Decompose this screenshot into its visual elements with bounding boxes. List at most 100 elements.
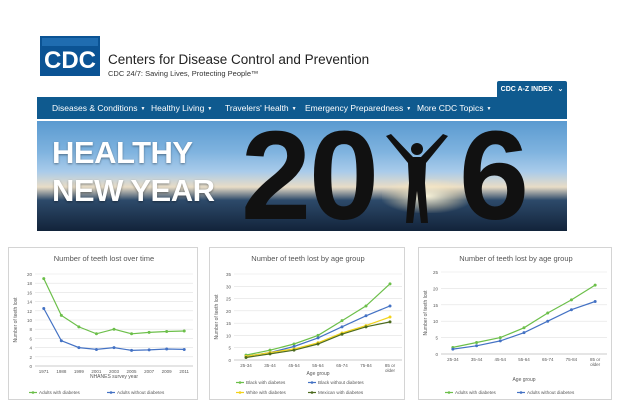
data-point (94, 332, 98, 336)
caret-down-icon: ▼ (486, 105, 492, 112)
x-tick-label: 45-54 (495, 357, 507, 362)
legend-label: White with diabetes (246, 390, 287, 395)
legend-label: Adults with diabetes (39, 390, 81, 395)
person-silhouette-icon (386, 134, 448, 223)
nav-item-healthy-living[interactable]: Healthy Living ▼ (151, 97, 212, 119)
data-point (130, 348, 134, 352)
data-point (546, 311, 550, 315)
data-point (94, 347, 98, 351)
y-tick-label: 18 (27, 281, 33, 286)
legend-marker (447, 391, 451, 394)
data-point (388, 304, 392, 308)
y-tick-label: 12 (27, 309, 33, 314)
nav-item-diseases[interactable]: Diseases & Conditions ▼ (52, 97, 145, 119)
y-axis-label: Number of teeth lost (423, 290, 429, 336)
x-tick-label: 1988 (56, 369, 67, 374)
data-point (522, 326, 526, 330)
chart-title: Number of teeth lost by age group (459, 254, 572, 263)
legend-marker (310, 381, 314, 384)
chart-title: Number of teeth lost over time (54, 254, 154, 263)
y-tick-label: 0 (29, 364, 32, 369)
x-tick-label: 85 or older (385, 363, 396, 373)
data-point (165, 347, 169, 351)
y-tick-label: 14 (27, 300, 33, 305)
x-tick-label: 2011 (179, 369, 189, 374)
data-point (316, 333, 320, 337)
data-point (388, 282, 392, 286)
x-tick-label: 45-54 (288, 363, 300, 368)
chart-teeth-over-time-svg: Number of teeth lost over time 0 2 4 6 8 10 12 1… (13, 254, 193, 395)
nav-item-label: Travelers' Health (225, 103, 289, 113)
y-tick-label: 8 (29, 327, 32, 332)
x-tick-label: 2007 (144, 369, 155, 374)
data-point (59, 339, 63, 343)
data-point (498, 336, 502, 340)
data-point (147, 330, 151, 334)
y-tick-label: 20 (433, 286, 439, 291)
y-tick-label: 25 (226, 297, 232, 302)
nav-item-label: Diseases & Conditions (52, 103, 138, 113)
data-point (388, 315, 392, 319)
data-point (498, 339, 502, 343)
series-line (452, 284, 596, 348)
data-point (316, 336, 320, 340)
cdc-logo-graphic: CDC (42, 38, 98, 74)
data-point (569, 298, 573, 302)
banner-digit-2: 2 (241, 121, 311, 231)
x-tick-label: 1971 (39, 369, 50, 374)
series-line (245, 321, 391, 359)
x-tick-label: 2001 (91, 369, 102, 374)
data-point (77, 325, 81, 329)
legend-marker (31, 391, 35, 394)
hero-banner[interactable]: HEALTHY NEW YEAR 2 0 6 (37, 121, 567, 231)
data-point (292, 342, 296, 346)
legend-marker (109, 391, 113, 394)
data-point (546, 319, 550, 323)
data-point (364, 325, 368, 329)
data-point (244, 356, 248, 360)
x-tick-label: 25-34 (447, 357, 459, 362)
x-tick-label: 65-74 (336, 363, 348, 368)
data-point (475, 344, 479, 348)
x-tick-label: 75-84 (566, 357, 578, 362)
x-tick-label: 2003 (109, 369, 120, 374)
y-tick-label: 25 (433, 270, 439, 275)
banner-digit-6: 6 (459, 121, 529, 231)
logo-text: CDC (44, 47, 96, 74)
chart-teeth-over-time: Number of teeth lost over time 0 2 4 6 8 10 12 1… (8, 247, 198, 400)
data-point (165, 330, 169, 333)
chart-title: Number of teeth lost by age group (251, 254, 364, 263)
x-axis-label: Age group (512, 377, 535, 383)
caret-down-icon: ▼ (291, 105, 297, 112)
org-name: Centers for Disease Control and Preventi… (108, 52, 370, 67)
y-tick-label: 16 (27, 290, 33, 295)
nav-item-more-topics[interactable]: More CDC Topics ▼ (417, 97, 491, 119)
az-index-label: CDC A-Z INDEX (500, 86, 553, 93)
chart-teeth-by-age-race: Number of teeth lost by age group 0 5 10 15 2… (209, 247, 405, 400)
banner-line-1: HEALTHY (52, 135, 193, 170)
data-point (340, 325, 344, 329)
cdc-logo[interactable]: CDC (40, 36, 100, 76)
legend-label: Black with diabetes (246, 380, 286, 385)
chart-teeth-by-age: Number of teeth lost by age group 0 5 10 15 2… (418, 247, 612, 400)
data-point (364, 314, 368, 318)
y-tick-label: 15 (433, 303, 439, 308)
data-point (292, 348, 296, 352)
chart-teeth-by-age-svg: Number of teeth lost by age group 0 5 10 15 2… (423, 254, 607, 395)
y-tick-label: 0 (435, 352, 438, 357)
chart-teeth-by-age-race-svg: Number of teeth lost by age group 0 5 10 15 2… (214, 254, 402, 395)
caret-down-icon: ▼ (406, 105, 412, 112)
y-tick-label: 5 (228, 346, 231, 351)
data-point (268, 348, 272, 352)
legend-marker (519, 391, 523, 394)
nav-item-travelers-health[interactable]: Travelers' Health ▼ (225, 97, 297, 119)
data-point (182, 329, 186, 333)
nav-item-emergency[interactable]: Emergency Preparedness ▼ (305, 97, 411, 119)
y-axis-label: Number of teeth lost (13, 297, 19, 343)
az-index-button[interactable]: CDC A-Z INDEX ⌄ (497, 81, 567, 98)
data-point (182, 347, 186, 351)
data-point (522, 331, 526, 335)
x-tick-label: 55-64 (312, 363, 324, 368)
y-tick-label: 10 (433, 319, 439, 324)
x-tick-label: 55-64 (518, 357, 530, 362)
